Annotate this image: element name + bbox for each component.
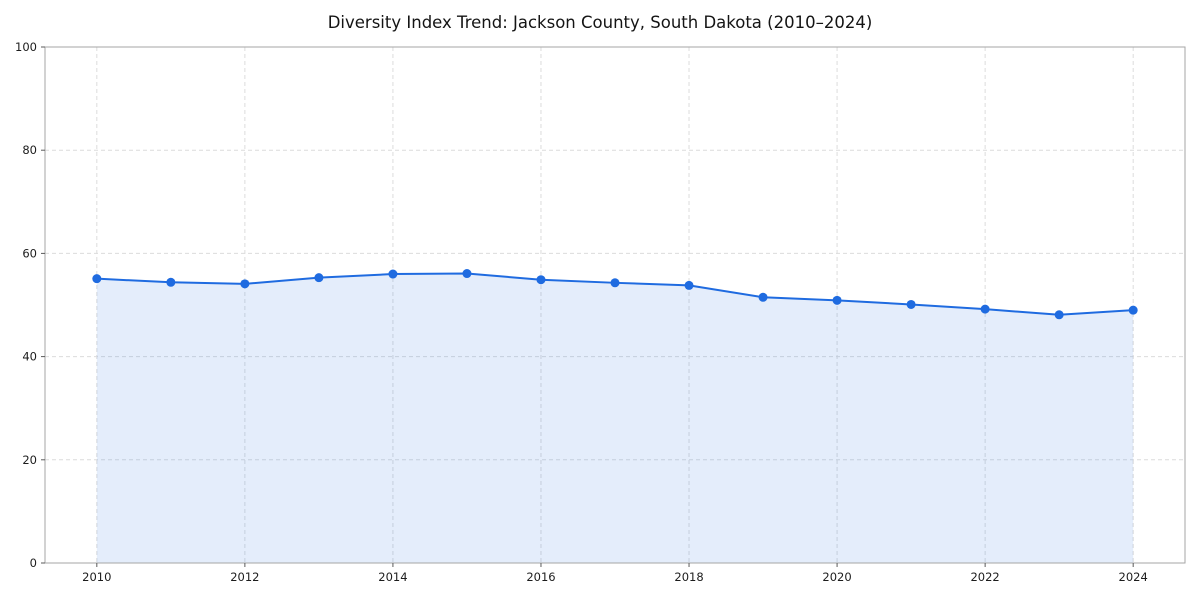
data-point-marker xyxy=(832,295,842,305)
x-axis-tick-label: 2016 xyxy=(526,570,555,584)
data-point-marker xyxy=(906,299,916,309)
data-point-marker xyxy=(1054,310,1064,320)
y-axis-tick-label: 80 xyxy=(22,143,37,157)
data-point-marker xyxy=(462,269,472,279)
x-axis-tick-label: 2012 xyxy=(230,570,259,584)
data-point-marker xyxy=(1128,305,1138,315)
data-point-marker xyxy=(92,274,102,284)
data-point-marker xyxy=(388,269,398,279)
data-point-marker xyxy=(980,304,990,314)
x-axis-tick-label: 2010 xyxy=(82,570,111,584)
y-axis-tick-label: 60 xyxy=(22,246,37,260)
x-axis-tick-label: 2022 xyxy=(970,570,999,584)
data-point-marker xyxy=(610,278,620,288)
x-axis-tick-label: 2020 xyxy=(822,570,851,584)
data-point-marker xyxy=(536,275,546,285)
y-axis-tick-label: 0 xyxy=(30,556,37,570)
y-axis-tick-label: 100 xyxy=(15,40,37,54)
series-area-fill xyxy=(96,273,1134,563)
y-axis-tick-label: 20 xyxy=(22,453,37,467)
x-axis-tick-label: 2014 xyxy=(378,570,407,584)
data-point-marker xyxy=(758,292,768,302)
data-point-marker xyxy=(166,277,176,287)
x-axis-tick-label: 2024 xyxy=(1119,570,1148,584)
data-point-marker xyxy=(240,279,250,289)
plot-border xyxy=(44,46,1186,564)
data-point-marker xyxy=(314,273,324,283)
y-axis-tick-label: 40 xyxy=(22,350,37,364)
x-axis-tick-label: 2018 xyxy=(674,570,703,584)
chart-title: Diversity Index Trend: Jackson County, S… xyxy=(327,13,873,32)
data-point-marker xyxy=(684,280,694,290)
